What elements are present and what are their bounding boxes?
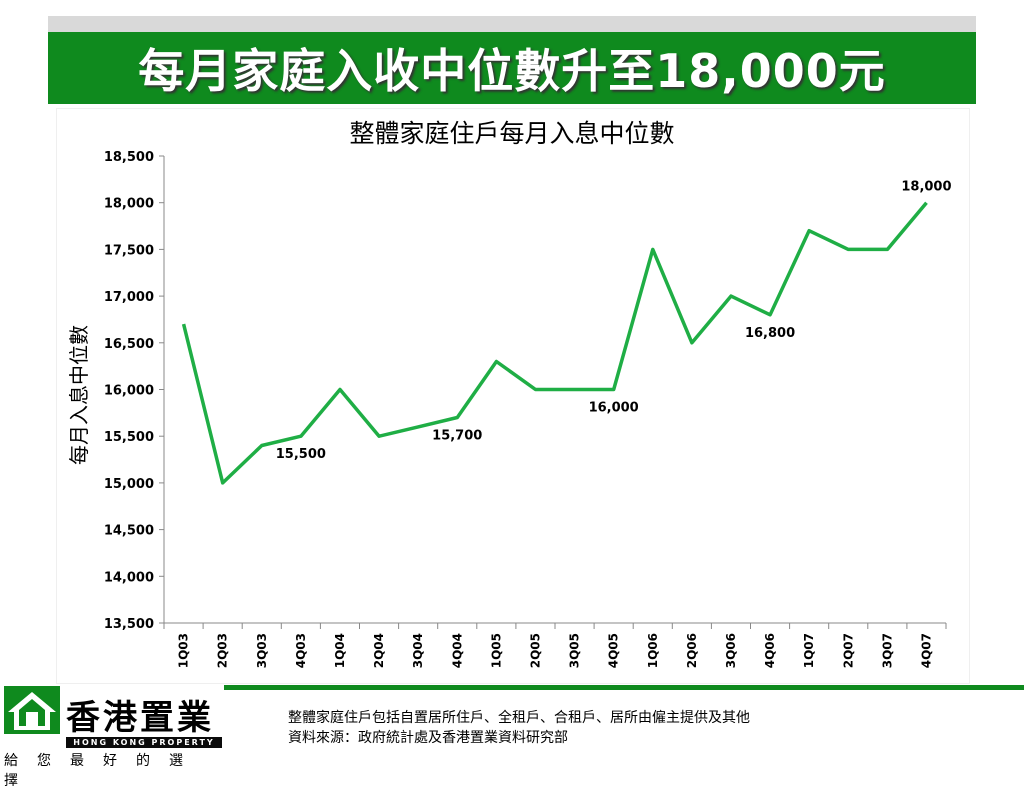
x-tick-label: 3Q07 — [880, 633, 894, 668]
y-tick-label: 14,000 — [104, 570, 154, 585]
x-tick-label: 3Q04 — [411, 633, 425, 668]
y-tick-label: 14,500 — [104, 524, 154, 539]
x-tick-label: 4Q04 — [450, 633, 464, 668]
x-tick-label: 2Q07 — [841, 633, 855, 668]
x-tick-label: 1Q03 — [177, 633, 191, 668]
footer-divider — [224, 685, 1024, 690]
x-tick-label: 3Q05 — [568, 633, 582, 668]
logo-chinese-name: 香港置業 — [66, 698, 214, 738]
x-tick-label: 2Q06 — [685, 633, 699, 668]
data-label: 18,000 — [901, 180, 951, 195]
house-logo-icon — [4, 686, 60, 734]
logo-english-name: HONG KONG PROPERTY — [66, 737, 222, 748]
series-line — [181, 201, 928, 485]
y-tick-label: 16,000 — [104, 384, 154, 399]
y-tick-label: 18,000 — [104, 197, 154, 212]
x-tick-label: 2Q05 — [528, 633, 542, 668]
top-strip — [48, 16, 976, 32]
title-banner: 每月家庭入收中位數升至18,000元 — [48, 32, 976, 104]
x-tick-label: 1Q07 — [802, 633, 816, 668]
x-tick-label: 1Q04 — [333, 633, 347, 668]
x-tick-label: 3Q06 — [724, 633, 738, 668]
y-tick-label: 15,500 — [104, 430, 154, 445]
x-tick-label: 2Q04 — [372, 633, 386, 668]
x-tick-label: 1Q05 — [489, 633, 503, 668]
y-axis-label: 每月入息中位數 — [67, 325, 91, 465]
slide-title: 每月家庭入收中位數升至18,000元 — [138, 44, 886, 98]
x-tick-label: 2Q03 — [216, 633, 230, 668]
footnote-definition: 整體家庭住戶包括自置居所住戶、全租戶、合租戶、居所由僱主提供及其他 — [288, 710, 750, 726]
x-tick-label: 3Q03 — [255, 633, 269, 668]
chart-title: 整體家庭住戶每月入息中位數 — [349, 119, 674, 148]
x-tick-label: 4Q06 — [763, 633, 777, 668]
data-label: 16,000 — [589, 401, 639, 416]
y-tick-label: 17,500 — [104, 243, 154, 258]
data-label: 15,500 — [276, 447, 326, 462]
x-tick-label: 4Q03 — [294, 633, 308, 668]
data-label: 15,700 — [432, 429, 482, 444]
y-tick-label: 15,000 — [104, 477, 154, 492]
x-tick-label: 4Q05 — [607, 633, 621, 668]
data-label: 16,800 — [745, 326, 795, 341]
chart-area — [56, 108, 970, 684]
y-tick-label: 13,500 — [104, 617, 154, 632]
y-tick-label: 17,000 — [104, 290, 154, 305]
x-tick-label: 4Q07 — [919, 633, 933, 668]
line-chart: 整體家庭住戶每月入息中位數 每月入息中位數 13,500 14,000 14,500… — [67, 119, 952, 668]
footnote-source: 資料來源：政府統計處及香港置業資料研究部 — [288, 730, 568, 746]
logo-slogan: 給您最好的選擇 — [4, 753, 202, 789]
x-tick-label: 1Q06 — [646, 633, 660, 668]
y-tick-label: 18,500 — [104, 150, 154, 165]
y-tick-label: 16,500 — [104, 337, 154, 352]
company-logo: 香港置業 HONG KONG PROPERTY 給您最好的選擇 — [0, 684, 226, 789]
